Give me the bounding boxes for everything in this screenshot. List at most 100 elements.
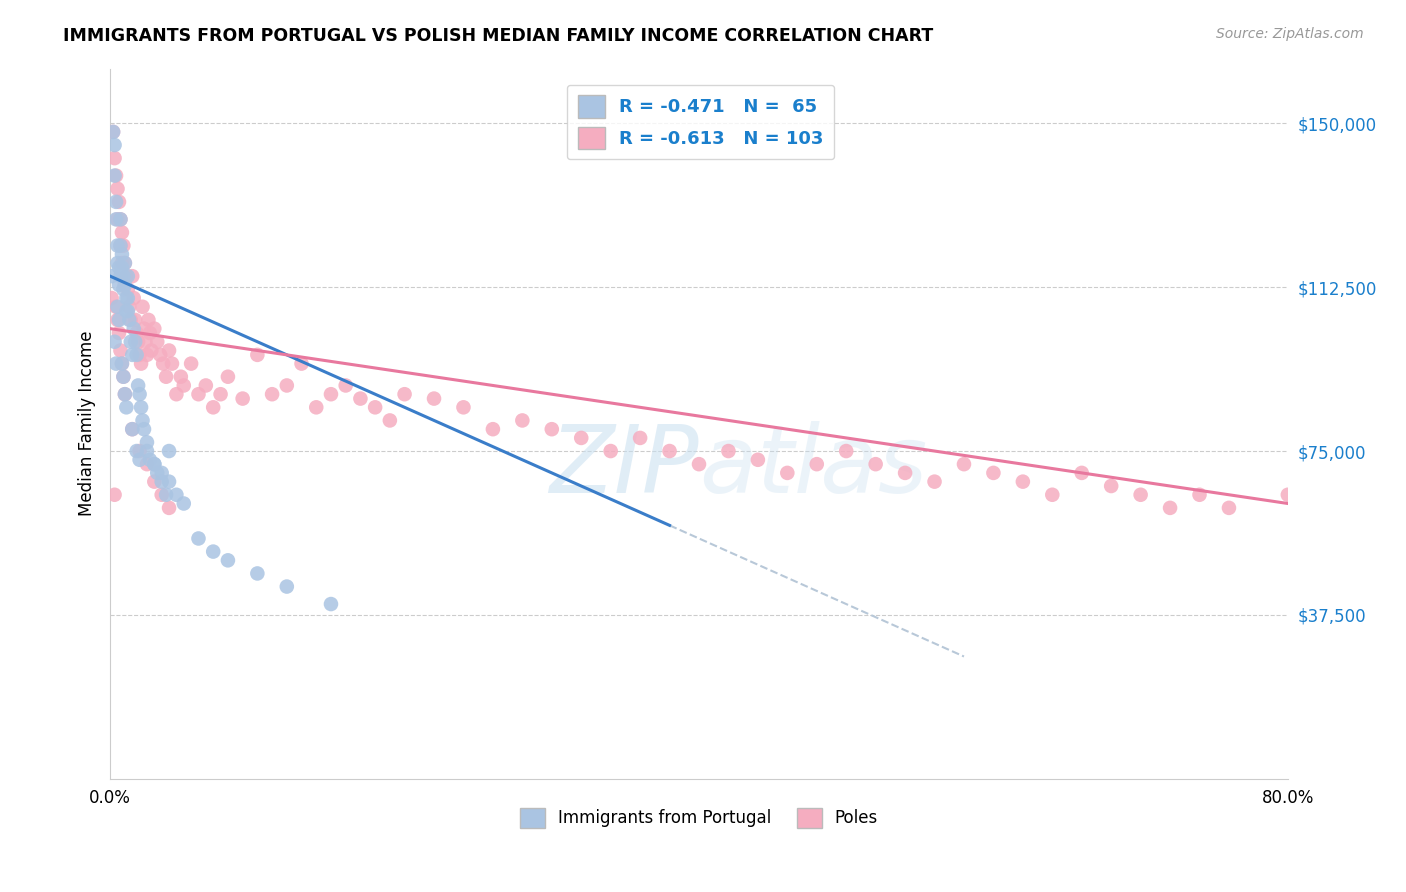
Point xyxy=(115,269,138,284)
Point xyxy=(131,300,153,314)
Point xyxy=(134,334,156,349)
Point xyxy=(276,378,298,392)
Point xyxy=(143,457,166,471)
Point xyxy=(747,452,769,467)
Point xyxy=(139,452,162,467)
Point xyxy=(103,169,125,183)
Point xyxy=(953,457,976,471)
Point xyxy=(117,291,139,305)
Point xyxy=(100,269,122,284)
Point xyxy=(105,194,128,209)
Point xyxy=(276,580,298,594)
Point xyxy=(138,313,160,327)
Point xyxy=(202,544,225,558)
Point xyxy=(124,334,146,349)
Point xyxy=(187,387,209,401)
Point xyxy=(110,238,132,252)
Point xyxy=(128,452,150,467)
Point xyxy=(894,466,917,480)
Point xyxy=(128,444,150,458)
Point xyxy=(482,422,505,436)
Point xyxy=(688,457,710,471)
Point xyxy=(111,260,134,275)
Text: IMMIGRANTS FROM PORTUGAL VS POLISH MEDIAN FAMILY INCOME CORRELATION CHART: IMMIGRANTS FROM PORTUGAL VS POLISH MEDIA… xyxy=(63,27,934,45)
Point xyxy=(121,422,143,436)
Point xyxy=(111,226,134,240)
Point xyxy=(108,277,131,292)
Point xyxy=(112,269,135,284)
Point xyxy=(100,291,122,305)
Point xyxy=(120,313,142,327)
Point xyxy=(101,125,124,139)
Point xyxy=(108,313,131,327)
Point xyxy=(103,488,125,502)
Point xyxy=(112,238,135,252)
Point xyxy=(125,348,148,362)
Point xyxy=(112,282,135,296)
Text: Source: ZipAtlas.com: Source: ZipAtlas.com xyxy=(1216,27,1364,41)
Point xyxy=(108,194,131,209)
Point xyxy=(152,357,174,371)
Point xyxy=(121,348,143,362)
Point xyxy=(1129,488,1152,502)
Point xyxy=(103,334,125,349)
Point xyxy=(101,125,124,139)
Point xyxy=(132,422,155,436)
Point xyxy=(232,392,254,406)
Point xyxy=(108,326,131,340)
Point xyxy=(129,401,152,415)
Point xyxy=(141,343,163,358)
Point xyxy=(423,392,446,406)
Point xyxy=(129,357,152,371)
Point xyxy=(305,401,328,415)
Point xyxy=(111,357,134,371)
Point xyxy=(111,357,134,371)
Point xyxy=(115,291,138,305)
Point xyxy=(319,387,342,401)
Point xyxy=(262,387,284,401)
Point xyxy=(155,488,177,502)
Point xyxy=(658,444,681,458)
Point xyxy=(246,348,269,362)
Point xyxy=(117,269,139,284)
Point xyxy=(453,401,475,415)
Point xyxy=(628,431,651,445)
Point xyxy=(806,457,828,471)
Point xyxy=(117,304,139,318)
Point xyxy=(569,431,592,445)
Point xyxy=(139,326,162,340)
Point xyxy=(217,369,239,384)
Point xyxy=(127,378,149,392)
Point xyxy=(121,422,143,436)
Point xyxy=(364,401,387,415)
Point xyxy=(111,256,134,270)
Point xyxy=(290,357,312,371)
Point xyxy=(217,553,239,567)
Point xyxy=(1188,488,1211,502)
Point xyxy=(160,357,183,371)
Point xyxy=(136,435,159,450)
Point xyxy=(110,212,132,227)
Point xyxy=(128,387,150,401)
Point xyxy=(1159,500,1181,515)
Point xyxy=(115,304,138,318)
Point xyxy=(127,334,149,349)
Point xyxy=(173,496,195,510)
Point xyxy=(1218,500,1240,515)
Point xyxy=(202,401,225,415)
Point xyxy=(125,444,148,458)
Point xyxy=(115,401,138,415)
Point xyxy=(319,597,342,611)
Point xyxy=(394,387,416,401)
Point xyxy=(150,475,173,489)
Point xyxy=(165,387,187,401)
Point xyxy=(924,475,946,489)
Point xyxy=(107,300,129,314)
Point xyxy=(1040,488,1063,502)
Y-axis label: Median Family Income: Median Family Income xyxy=(79,331,96,516)
Point xyxy=(114,256,136,270)
Point xyxy=(246,566,269,581)
Point xyxy=(118,313,141,327)
Point xyxy=(124,313,146,327)
Point xyxy=(105,300,128,314)
